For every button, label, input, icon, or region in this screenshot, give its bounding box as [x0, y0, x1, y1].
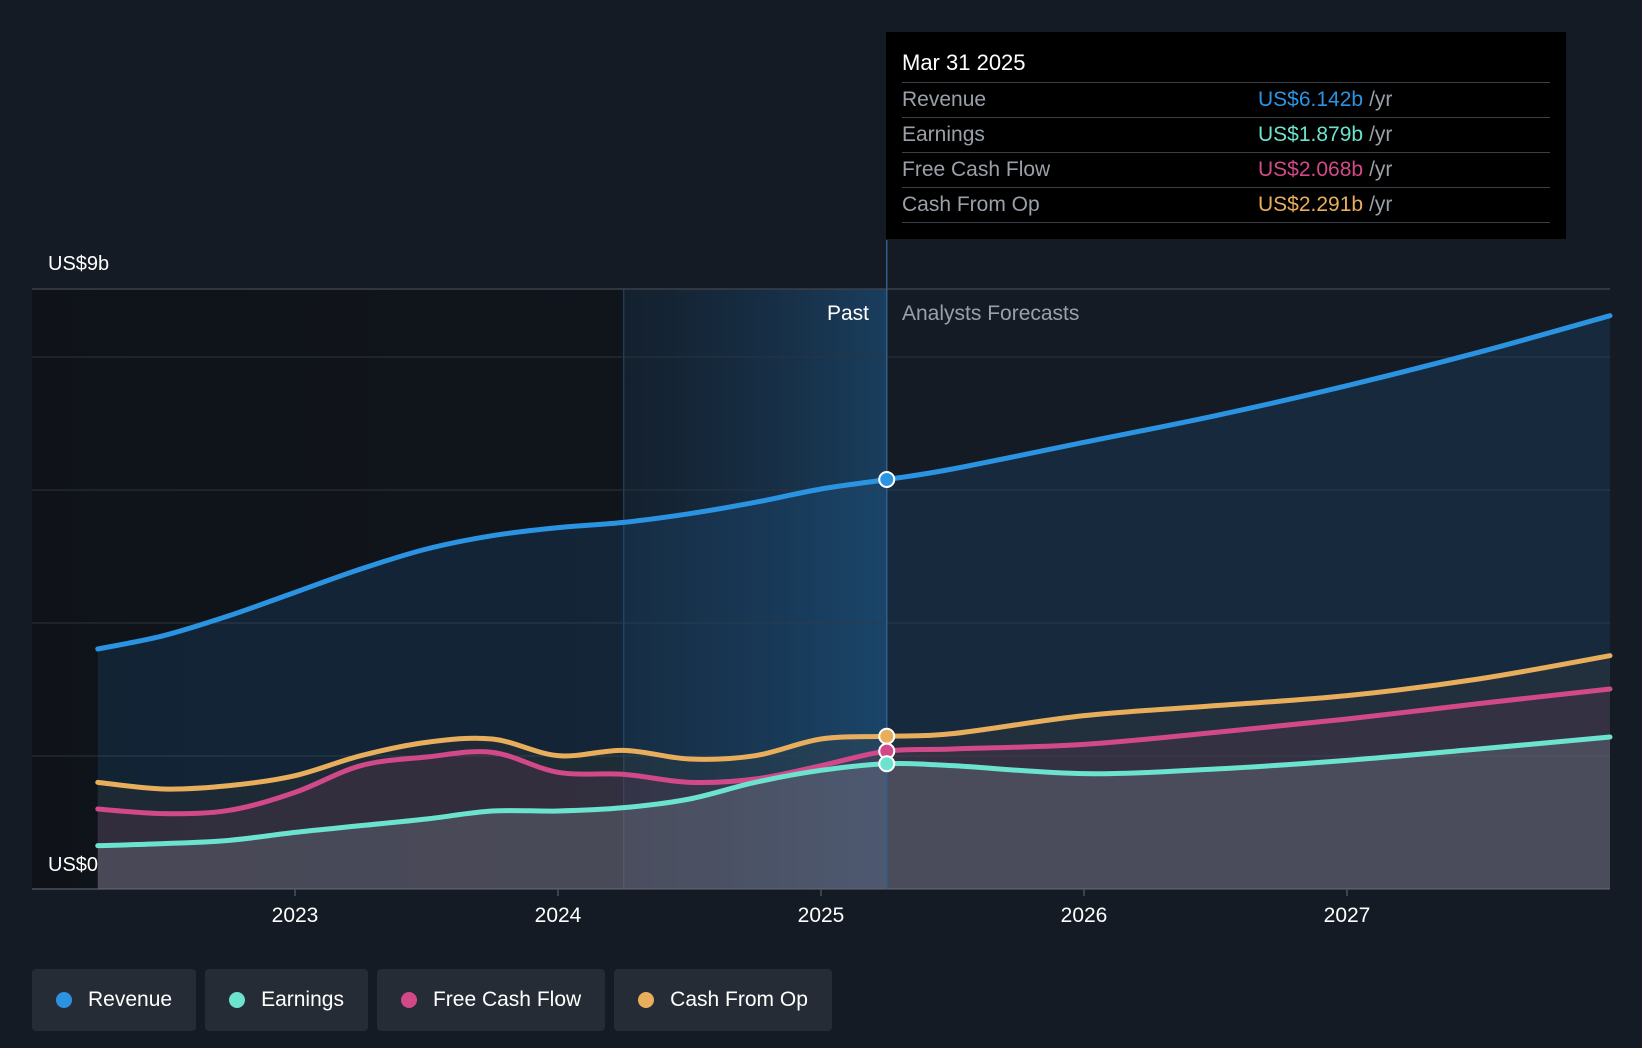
cash-from-op-dot-icon: [638, 992, 655, 1008]
cash-from-op-marker: [878, 727, 896, 745]
revenue-dot-icon: [56, 992, 72, 1008]
y-axis-top-label: US$9b: [48, 253, 109, 275]
legend-label: Revenue: [88, 988, 173, 1011]
free-cash-flow-area: [97, 689, 1610, 889]
x-tick-label: 2025: [798, 904, 845, 927]
forecast-label: Analysts Forecasts: [902, 302, 1079, 325]
earnings-area: [97, 737, 1610, 889]
legend-label: Earnings: [261, 988, 344, 1011]
highlight-region: [623, 289, 887, 889]
y-axis-bottom-label: US$0: [48, 854, 98, 876]
revenue-area: [97, 315, 1610, 890]
tooltip-value: US$2.291b: [1258, 193, 1364, 216]
chart: US$9b US$0 Past Analysts Forecasts 2023 2…: [32, 240, 1613, 927]
revenue-line: [95, 313, 1613, 652]
free-cash-flow-dot-icon: [400, 992, 417, 1008]
x-tick-label: 2026: [1061, 904, 1108, 927]
past-label: Past: [827, 302, 869, 325]
tooltip-row-revenue: Revenue US$6.142b /yr: [902, 82, 1550, 117]
free-cash-flow-line: [95, 686, 1613, 817]
legend-item-revenue[interactable]: Revenue: [32, 969, 197, 1031]
tooltip-value: US$2.068b: [1258, 158, 1364, 181]
legend-item-free-cash-flow[interactable]: Free Cash Flow: [376, 969, 606, 1031]
tooltip-row-earnings: Earnings US$1.879b /yr: [902, 117, 1550, 152]
tooltip-label: Cash From Op: [902, 193, 1040, 216]
tooltip-value: US$1.879b: [1258, 123, 1364, 146]
legend-label: Free Cash Flow: [432, 988, 582, 1011]
tooltip-unit: /yr: [1369, 193, 1393, 216]
tooltip-value: US$6.142b: [1258, 88, 1364, 111]
tooltip: Mar 31 2025 Revenue US$6.142b /yr Earnin…: [886, 32, 1566, 239]
tooltip-date: Mar 31 2025: [902, 50, 1026, 75]
tooltip-unit: /yr: [1369, 88, 1393, 111]
earnings-dot-icon: [229, 992, 246, 1008]
legend: Revenue Earnings Free Cash Flow Cash Fro…: [32, 969, 832, 1031]
x-tick-label: 2024: [535, 904, 582, 927]
tooltip-label: Revenue: [902, 88, 987, 111]
tooltip-label: Earnings: [902, 123, 985, 146]
tooltip-row-free-cash-flow: Free Cash Flow US$2.068b /yr: [902, 152, 1550, 187]
legend-label: Cash From Op: [670, 988, 808, 1011]
earnings-marker: [878, 755, 896, 773]
cash-from-op-area: [97, 655, 1610, 889]
x-tick-label: 2027: [1324, 904, 1371, 927]
tooltip-unit: /yr: [1369, 123, 1393, 146]
cash-from-op-line: [95, 653, 1613, 792]
earnings-line: [95, 734, 1613, 849]
tooltip-label: Free Cash Flow: [902, 158, 1051, 181]
tooltip-unit: /yr: [1369, 158, 1393, 181]
tooltip-row-cash-from-op: Cash From Op US$2.291b /yr: [902, 187, 1550, 223]
legend-item-cash-from-op[interactable]: Cash From Op: [614, 969, 832, 1031]
revenue-marker: [878, 471, 896, 489]
legend-item-earnings[interactable]: Earnings: [205, 969, 368, 1031]
x-tick-label: 2023: [272, 904, 319, 927]
